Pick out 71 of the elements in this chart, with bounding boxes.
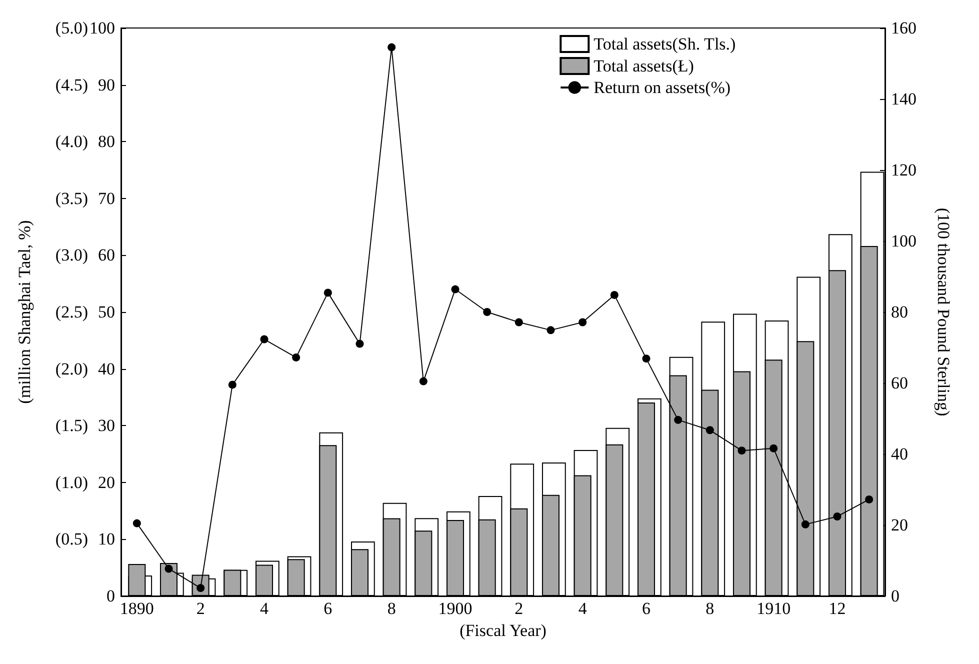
y-tick-label: 20 [98, 472, 115, 492]
point [674, 416, 682, 424]
y-tick-label: 90 [98, 75, 115, 94]
y-tick-label: 60 [98, 246, 115, 265]
x-tick-label: 2 [196, 599, 205, 618]
y3-tick-label: (1.0) [55, 472, 88, 492]
x-tick-label: 1910 [756, 599, 791, 618]
y2-axis-title: (100 thousand Pound Sterling) [934, 208, 953, 416]
y3-tick-label: (3.5) [55, 188, 88, 208]
point [483, 308, 492, 316]
point [833, 512, 842, 520]
legend-label: Return on assets(%) [594, 78, 731, 97]
y2-tick-label: 120 [891, 160, 916, 180]
y3-tick-label: (4.5) [55, 75, 88, 94]
legend-label: Total assets(Sh. Tls.) [594, 34, 736, 54]
y2-tick-label: 100 [891, 232, 916, 250]
x-tick-label: 1900 [438, 599, 472, 618]
y2-tick-label: 140 [891, 90, 916, 108]
point [546, 326, 555, 334]
y-axis-title: (million Shanghai Tael, %) [15, 220, 34, 404]
point [514, 318, 523, 326]
y2-tick-label: 0 [891, 586, 900, 606]
y3-tick-label: (4.0) [55, 132, 88, 152]
x-tick-label: 6 [642, 599, 650, 618]
x-tick-label: 4 [260, 599, 269, 618]
point [801, 520, 810, 528]
point [451, 285, 460, 294]
point [738, 446, 746, 455]
x-tick-label: 8 [387, 599, 396, 618]
y2-tick-label: 20 [891, 516, 908, 534]
point [228, 380, 236, 389]
point [706, 426, 714, 434]
y2-tick-label: 160 [891, 18, 916, 38]
legend-label: Total assets(Ł) [594, 56, 694, 76]
point [642, 354, 650, 363]
x-tick-label: 2 [514, 599, 524, 618]
point [164, 564, 173, 573]
x-tick-label: 12 [828, 599, 846, 618]
point [132, 519, 141, 528]
point [324, 288, 332, 297]
x-tick-label: 1890 [120, 599, 154, 618]
point [388, 43, 396, 52]
y-tick-label: 40 [98, 359, 115, 378]
y-tick-label: 10 [98, 530, 115, 549]
point [419, 377, 428, 386]
y-tick-label: 50 [98, 302, 115, 322]
point [610, 290, 618, 299]
point [292, 353, 300, 362]
point [770, 444, 778, 452]
point [865, 495, 874, 504]
y3-tick-label: (0.5) [55, 530, 88, 549]
x-tick-label: 4 [578, 599, 588, 618]
x-tick-label: 6 [324, 599, 332, 618]
y-tick-label: 100 [90, 18, 115, 38]
y3-tick-label: (1.5) [55, 416, 88, 436]
y3-tick-label: (2.0) [55, 359, 88, 378]
y3-tick-label: (5.0) [55, 18, 88, 38]
y3-tick-label: (3.0) [55, 246, 88, 265]
y-tick-label: 80 [98, 132, 115, 152]
point [260, 335, 268, 344]
y2-tick-label: 40 [891, 444, 908, 464]
y-tick-label: 70 [98, 188, 115, 208]
y-tick-label: 30 [98, 416, 115, 436]
y2-tick-label: 80 [891, 302, 908, 322]
x-tick-label: 8 [706, 599, 714, 618]
x-axis-title: (Fiscal Year) [460, 621, 546, 640]
y3-tick-label: (2.5) [55, 302, 88, 322]
y-tick-label: 0 [106, 586, 115, 606]
point [356, 340, 364, 348]
point [578, 318, 587, 326]
y2-tick-label: 60 [891, 374, 908, 392]
